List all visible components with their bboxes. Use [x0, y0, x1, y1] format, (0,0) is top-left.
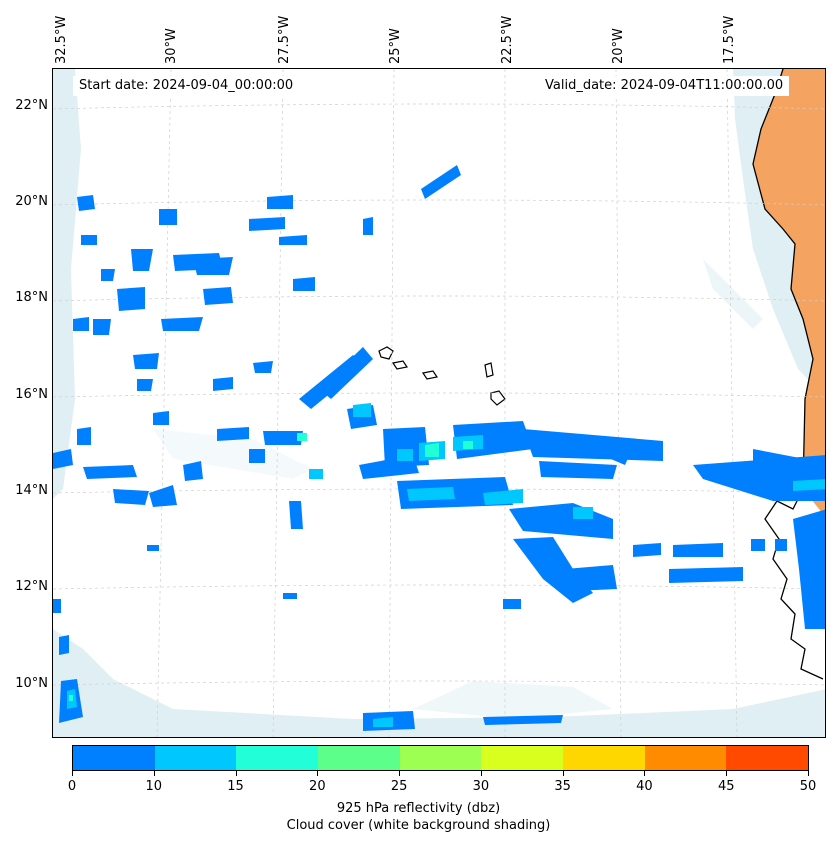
latitude-label-18n: 18°N [15, 290, 48, 305]
latitude-label-16n: 16°N [15, 387, 48, 402]
colorbar-tick [726, 771, 728, 776]
map-panel [52, 68, 826, 738]
colorbar-tick-label: 25 [390, 779, 408, 794]
colorbar-segment-7 [644, 746, 727, 770]
colorbar-segment-1 [154, 746, 237, 770]
colorbar-tick-label: 0 [67, 779, 77, 794]
colorbar-tick [317, 771, 319, 776]
latitude-label-12n: 12°N [15, 579, 48, 594]
graticule [53, 69, 825, 737]
cloud-cover-shading [53, 69, 825, 737]
latitude-label-10n: 10°N [15, 676, 48, 691]
longitude-label-22-5w: 22.5°W [500, 15, 515, 64]
map-canvas [53, 69, 825, 737]
colorbar-sublabel: Cloud cover (white background shading) [286, 818, 551, 833]
reflectivity-cells-high [69, 433, 473, 701]
colorbar-tick-label: 45 [717, 779, 735, 794]
land-africa [753, 69, 825, 517]
longitude-label-25w: 25°W [388, 28, 403, 64]
colorbar-tick [808, 771, 809, 776]
longitude-label-17-5w: 17.5°W [722, 15, 737, 64]
colorbar-segment-8 [726, 746, 809, 770]
colorbar-segment-2 [236, 746, 319, 770]
colorbar-tick [480, 771, 482, 776]
colorbar-tick [562, 771, 564, 776]
colorbar-tick-label: 15 [227, 779, 244, 794]
colorbar-tick-label: 20 [309, 779, 326, 794]
colorbar-tick-label: 35 [554, 779, 571, 794]
longitude-label-30w: 30°W [164, 28, 179, 64]
colorbar [72, 745, 809, 771]
colorbar-tick-label: 30 [472, 779, 490, 794]
colorbar-segment-0 [73, 746, 155, 770]
longitude-label-32-5w: 32.5°W [54, 15, 69, 64]
start-date-label: Start date: 2024-09-04_00:00:00 [73, 76, 300, 96]
colorbar-segment-3 [318, 746, 400, 770]
colorbar-tick [399, 771, 401, 776]
colorbar-tick [72, 771, 73, 776]
colorbar-tick-label: 10 [145, 779, 163, 794]
longitude-label-27-5w: 27.5°W [277, 15, 292, 64]
latitude-label-22n: 22°N [15, 98, 48, 113]
valid-date-label: Valid_date: 2024-09-04T11:00:00.00 [539, 76, 790, 96]
colorbar-tick [644, 771, 646, 776]
latitude-label-20n: 20°N [15, 194, 48, 209]
colorbar-tick [235, 771, 237, 776]
colorbar-tick-label: 50 [799, 779, 817, 794]
colorbar-label: 925 hPa reflectivity (dbz) [336, 801, 501, 816]
colorbar-segment-4 [399, 746, 482, 770]
colorbar-tick-label: 40 [636, 779, 653, 794]
longitude-label-20w: 20°W [611, 28, 626, 64]
colorbar-tick [153, 771, 155, 776]
latitude-label-14n: 14°N [15, 483, 48, 498]
colorbar-segment-5 [481, 746, 564, 770]
colorbar-segment-6 [563, 746, 645, 770]
